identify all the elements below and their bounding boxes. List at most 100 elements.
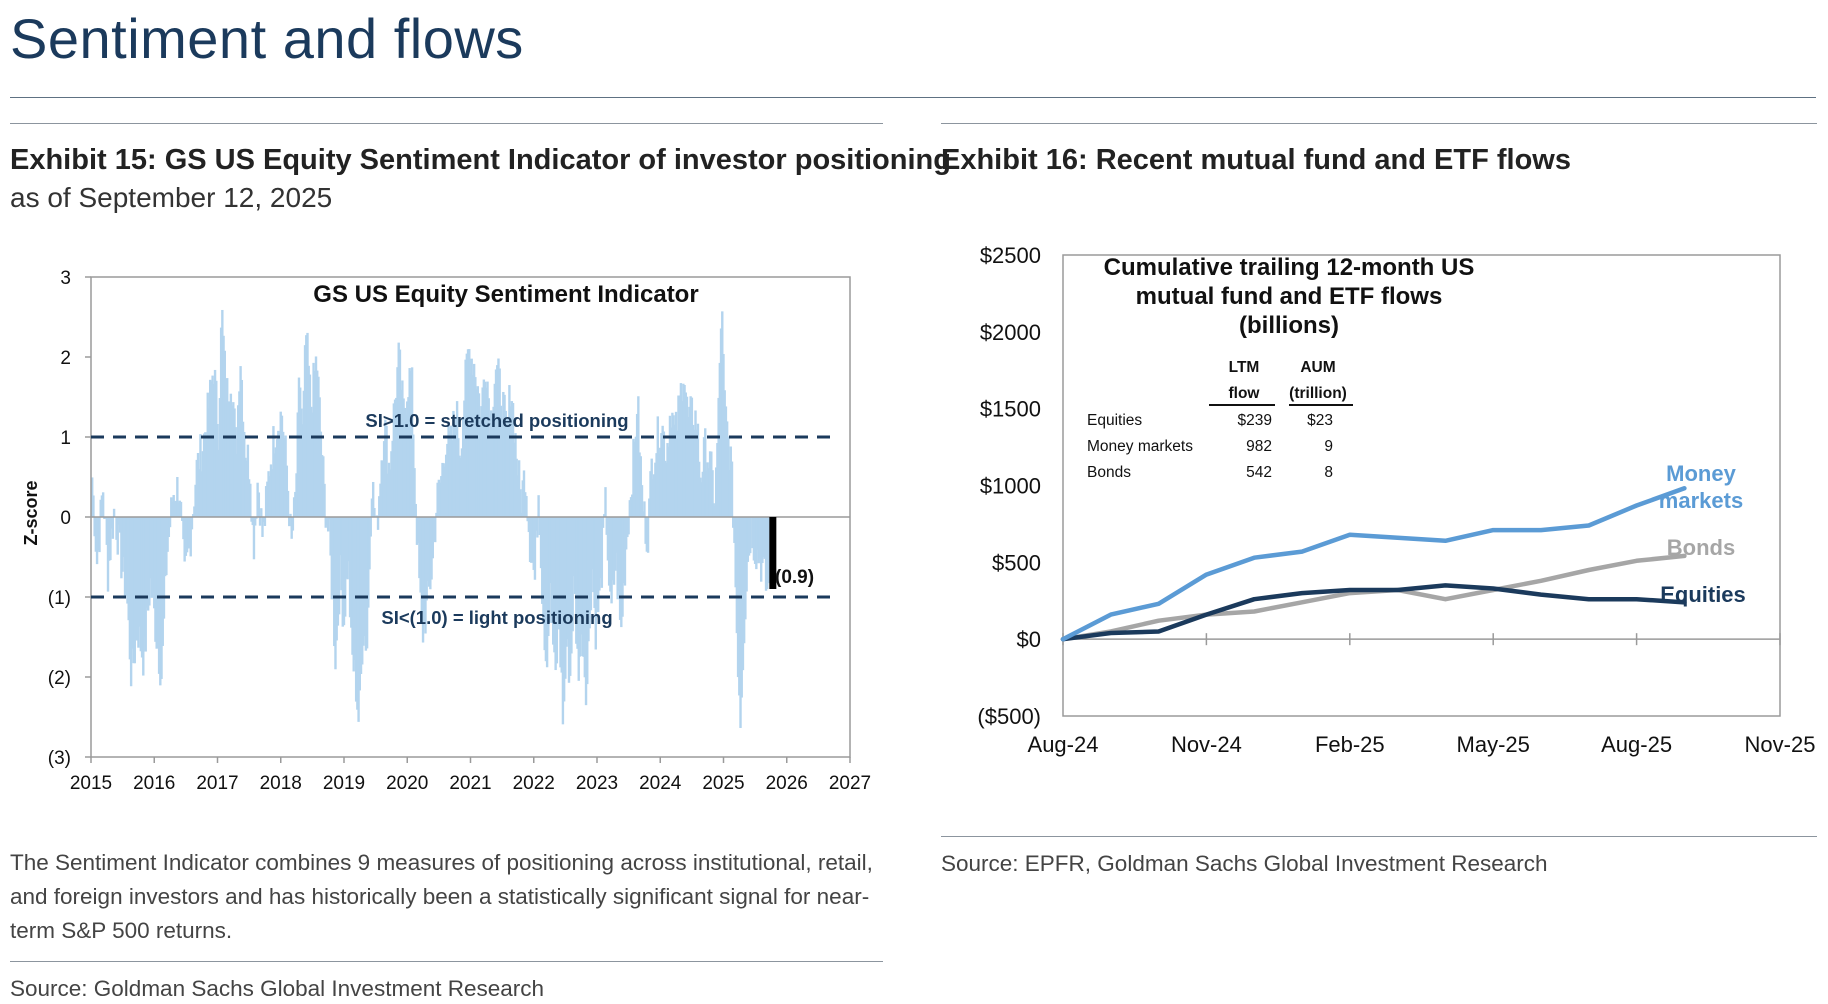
sentiment-bar [106,517,110,592]
sentiment-bar [695,429,698,517]
sentiment-bar [174,500,178,517]
sentiment-bar [228,401,231,517]
sentiment-bar [502,391,505,517]
sentiment-bar [193,506,196,517]
sentiment-bar [448,431,452,517]
sentiment-bar [544,517,548,662]
sentiment-bar [187,517,190,549]
sentiment-bar [644,517,647,544]
sentiment-bar [116,517,119,555]
sentiment-bar [110,517,113,529]
sentiment-bar [742,517,746,644]
sentiment-bar [150,517,154,598]
sentiment-bar [615,517,618,553]
sentiment-bar [250,517,253,522]
sentiment-bar [436,482,439,517]
x-tick-label: 2022 [513,773,555,794]
sentiment-bar [177,502,180,517]
sentiment-bar [732,517,735,528]
sentiment-bar [597,517,600,613]
sentiment-bar [337,517,341,615]
exhibit16-source: Source: EPFR, Goldman Sachs Global Inves… [941,851,1548,876]
sentiment-bar [345,517,348,579]
sentiment-bar [273,453,276,517]
sentiment-bar [143,517,146,637]
sentiment-bar [532,517,535,570]
exhibit15-title: Exhibit 15: GS US Equity Sentiment Indic… [10,144,951,176]
sentiment-bar [258,517,262,526]
sentiment-bar [589,517,593,611]
sentiment-bar [727,436,730,517]
exhibit15-source: Source: Goldman Sachs Global Investment … [10,976,545,1001]
sentiment-bar [542,517,545,621]
sentiment-bar [291,517,295,531]
sentiment-bar [173,501,177,517]
flows-x-tick-label: Nov-24 [1171,732,1242,757]
sentiment-bar [488,433,492,517]
sentiment-bar [581,517,584,657]
sentiment-bar [576,517,579,649]
sentiment-bar [159,517,162,686]
y-tick-label: 1 [60,428,71,449]
sentiment-bar [361,517,364,665]
sentiment-bar [249,483,252,517]
sentiment-bar [474,377,477,517]
sentiment-bar [99,499,102,517]
sentiment-bar [522,470,526,517]
exhibit15-bottom-rule [10,961,883,962]
sentiment-bar [674,411,678,517]
sentiment-bar [700,482,703,517]
sentiment-bar [407,397,410,517]
sentiment-bar [634,436,638,517]
sentiment-bar [764,517,768,591]
sentiment-bar [423,517,426,622]
sentiment-bar [126,517,129,604]
sentiment-bar [289,513,292,517]
sentiment-bar [408,368,411,517]
sentiment-bar [441,462,444,517]
sentiment-bar [626,517,629,538]
sentiment-bar [708,451,712,517]
sentiment-bar [353,517,357,661]
y-tick-label: (1) [48,588,71,609]
sentiment-bar [452,410,455,517]
sentiment-bar [224,403,228,517]
sentiment-bar [302,390,306,517]
table-row-flow: $239 [1238,412,1272,429]
sentiment-bar [477,393,481,517]
flows-x-tick-label: Nov-25 [1745,732,1816,757]
sentiment-bar [261,517,264,537]
sentiment-bar [402,398,405,517]
sentiment-bar [728,470,731,517]
sentiment-bar [548,517,551,623]
sentiment-bar [556,517,560,627]
exhibit16-top-rule [941,123,1817,124]
sentiment-bar [329,517,332,556]
sentiment-bar [194,484,197,517]
sentiment-bar [618,517,622,620]
sentiment-bar [451,440,454,517]
sentiment-bar [350,517,353,628]
sentiment-bar [652,474,656,517]
sentiment-bar [767,517,770,584]
sentiment-bar [496,365,499,517]
sentiment-bar [607,517,611,586]
sentiment-bar [191,514,195,517]
sentiment-bar [605,517,608,535]
sentiment-bar [627,517,630,535]
sentiment-bar [719,328,723,517]
sentiment-bar [229,393,233,517]
page-title: Sentiment and flows [10,7,524,70]
sentiment-bar [139,517,143,652]
sentiment-chart-title: GS US Equity Sentiment Indicator [313,281,698,308]
sentiment-bar [654,462,657,517]
sentiment-bar [712,503,715,517]
sentiment-bar [525,496,528,517]
sentiment-bar [689,396,692,517]
stretched-positioning-label: SI>1.0 = stretched positioning [365,410,628,431]
sentiment-bar [101,492,105,517]
sentiment-bar [426,517,430,581]
sentiment-bar [500,419,504,517]
sentiment-bar [167,517,171,538]
sentiment-bar [752,517,756,561]
